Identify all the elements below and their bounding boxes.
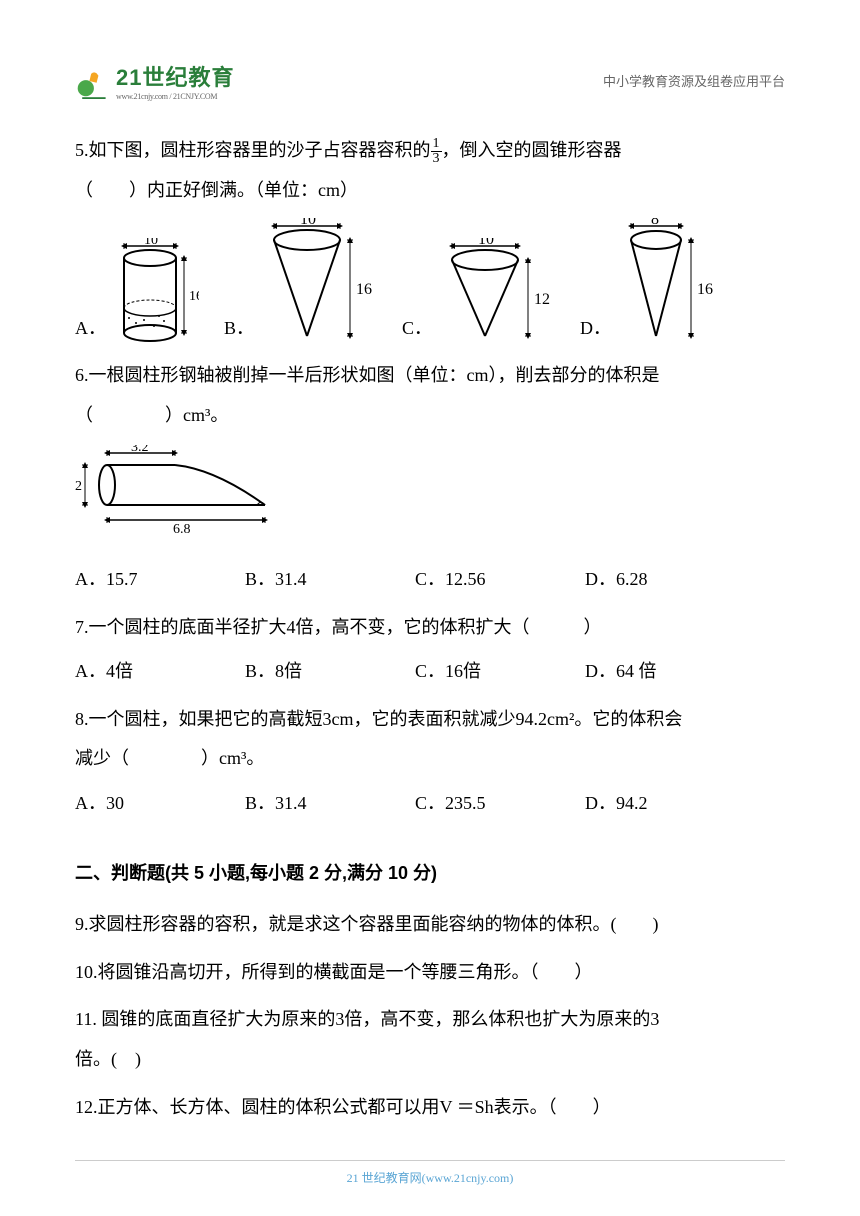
- q5-text1: 5.如下图，圆柱形容器里的沙子占容器容积的: [75, 140, 431, 160]
- svg-text:16: 16: [356, 281, 372, 298]
- q8-text2: 减少（ ）cm³。: [75, 739, 785, 779]
- q8-option-d: D．94.2: [585, 784, 755, 824]
- q5-option-c: C． 10 12: [402, 238, 555, 348]
- q5-text2: ，倒入空的圆锥形容器: [442, 140, 622, 160]
- svg-text:16: 16: [189, 289, 199, 304]
- q6-option-b: B．31.4: [245, 560, 415, 600]
- svg-text:10: 10: [478, 238, 494, 248]
- fraction-icon: 13: [431, 137, 442, 166]
- question-7: 7.一个圆柱的底面半径扩大4倍，高不变，它的体积扩大（ ） A．4倍 B．8倍 …: [75, 608, 785, 692]
- svg-text:6.8: 6.8: [173, 522, 191, 535]
- question-5: 5.如下图，圆柱形容器里的沙子占容器容积的13，倒入空的圆锥形容器 （ ）内正好…: [75, 131, 785, 348]
- cone-icon: 10 16: [262, 218, 377, 348]
- q7-option-c: C．16倍: [415, 652, 585, 692]
- cut-cylinder-icon: 3.2 2 6.8: [75, 445, 285, 535]
- logo-main-text: 21世纪教育: [116, 60, 234, 92]
- svg-text:10: 10: [300, 218, 316, 228]
- svg-text:8: 8: [651, 218, 659, 228]
- q5-option-d: D． 8 16: [580, 218, 719, 348]
- q6-option-d: D．6.28: [585, 560, 755, 600]
- q8-option-b: B．31.4: [245, 784, 415, 824]
- judge-9: 9.求圆柱形容器的容积，就是求这个容器里面能容纳的物体的体积。( ): [75, 905, 785, 945]
- content-area: 5.如下图，圆柱形容器里的沙子占容器容积的13，倒入空的圆锥形容器 （ ）内正好…: [75, 131, 785, 1127]
- q8-text1: 8.一个圆柱，如果把它的高截短3cm，它的表面积就减少94.2cm²。它的体积会: [75, 700, 785, 740]
- section-2-header: 二、判断题(共 5 小题,每小题 2 分,满分 10 分): [75, 854, 785, 894]
- q7-option-d: D．64 倍: [585, 652, 755, 692]
- cone-icon: 10 12: [440, 238, 555, 348]
- svg-text:16: 16: [697, 281, 713, 298]
- logo: 21世纪教育 www.21cnjy.com / 21CNJY.COM: [75, 60, 234, 101]
- header-right-text: 中小学教育资源及组卷应用平台: [603, 71, 785, 90]
- question-8: 8.一个圆柱，如果把它的高截短3cm，它的表面积就减少94.2cm²。它的体积会…: [75, 700, 785, 824]
- q6-options: A．15.7 B．31.4 C．12.56 D．6.28: [75, 560, 785, 600]
- q6-text2: （ ）cm³。: [75, 396, 785, 436]
- q8-option-c: C．235.5: [415, 784, 585, 824]
- logo-icon: [75, 63, 111, 99]
- q7-option-b: B．8倍: [245, 652, 415, 692]
- q7-options: A．4倍 B．8倍 C．16倍 D．64 倍: [75, 652, 785, 692]
- q7-option-a: A．4倍: [75, 652, 245, 692]
- svg-text:2: 2: [75, 479, 82, 494]
- judge-10: 10.将圆锥沿高切开，所得到的横截面是一个等腰三角形。（ ）: [75, 953, 785, 993]
- question-6: 6.一根圆柱形钢轴被削掉一半后形状如图（单位：cm），削去部分的体积是 （ ）c…: [75, 356, 785, 599]
- q5-option-b: B． 10 16: [224, 218, 377, 348]
- q5-options: A． 10: [75, 218, 785, 348]
- logo-sub-text: www.21cnjy.com / 21CNJY.COM: [116, 92, 234, 101]
- svg-text:12: 12: [534, 291, 550, 308]
- q5-text3: （ ）内正好倒满。（单位：cm）: [75, 171, 785, 211]
- q6-option-c: C．12.56: [415, 560, 585, 600]
- q6-text1: 6.一根圆柱形钢轴被削掉一半后形状如图（单位：cm），削去部分的体积是: [75, 356, 785, 396]
- svg-text:3.2: 3.2: [131, 445, 149, 455]
- page-footer: 21 世纪教育网(www.21cnjy.com): [75, 1160, 785, 1186]
- q8-option-a: A．30: [75, 784, 245, 824]
- q6-option-a: A．15.7: [75, 560, 245, 600]
- cone-icon: 8 16: [619, 218, 719, 348]
- svg-text:10: 10: [144, 238, 158, 248]
- page-header: 21世纪教育 www.21cnjy.com / 21CNJY.COM 中小学教育…: [75, 60, 785, 101]
- judge-12: 12.正方体、长方体、圆柱的体积公式都可以用V ＝Sh表示。（ ）: [75, 1088, 785, 1128]
- q8-options: A．30 B．31.4 C．235.5 D．94.2: [75, 784, 785, 824]
- judge-11: 11. 圆锥的底面直径扩大为原来的3倍，高不变，那么体积也扩大为原来的3 倍。(…: [75, 1000, 785, 1079]
- cylinder-icon: 10 16: [114, 238, 199, 348]
- q5-option-a: A． 10: [75, 238, 199, 348]
- q7-text: 7.一个圆柱的底面半径扩大4倍，高不变，它的体积扩大（ ）: [75, 608, 785, 648]
